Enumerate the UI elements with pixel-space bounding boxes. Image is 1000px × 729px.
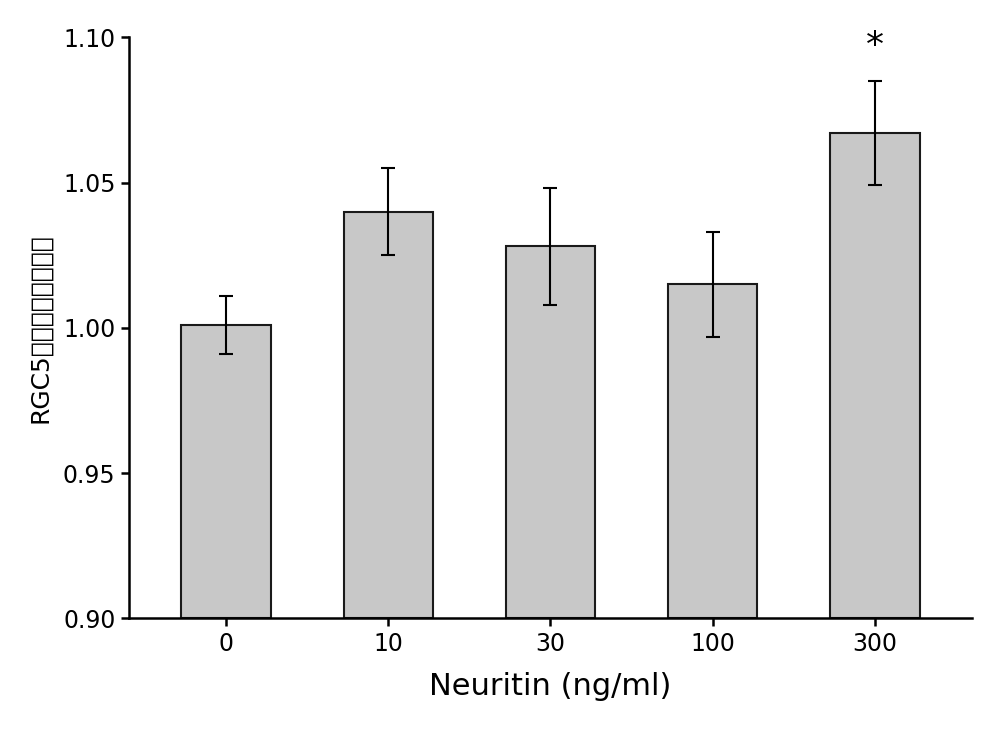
X-axis label: Neuritin (ng/ml): Neuritin (ng/ml): [429, 672, 672, 701]
Bar: [344, 211, 433, 618]
Bar: [830, 133, 920, 618]
Y-axis label: RGC5存活率（标准化）: RGC5存活率（标准化）: [28, 233, 52, 423]
Bar: [668, 284, 757, 618]
Bar: [506, 246, 595, 618]
Text: *: *: [866, 29, 884, 63]
Bar: [181, 325, 271, 618]
